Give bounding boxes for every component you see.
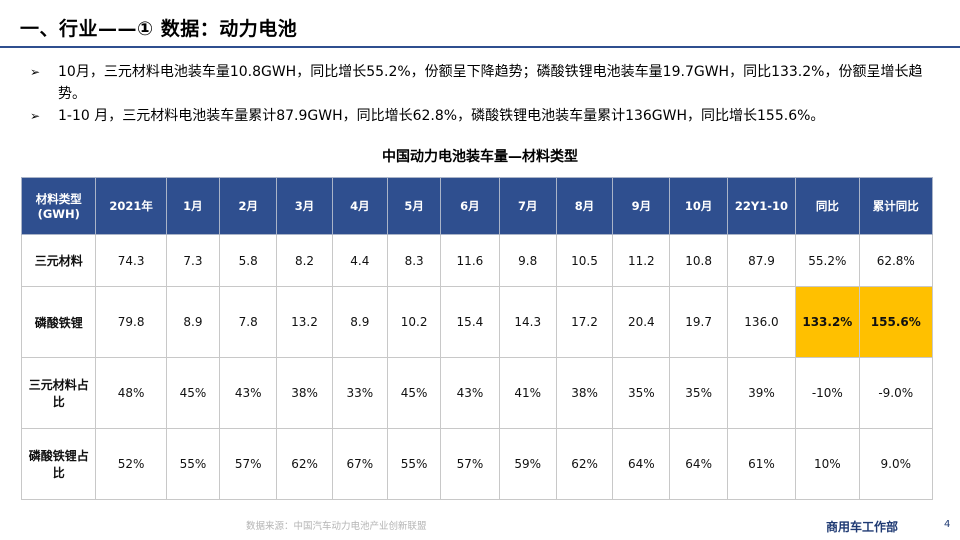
column-header: 8月 bbox=[555, 177, 614, 235]
table-cell: 48% bbox=[95, 357, 167, 429]
table-cell: 8.9 bbox=[165, 286, 221, 358]
highlighted-cell: 133.2% bbox=[795, 286, 860, 358]
table-title: 中国动力电池装车量—材料类型 bbox=[382, 149, 578, 165]
column-header: 1月 bbox=[165, 177, 221, 235]
table-cell: 20.4 bbox=[612, 286, 671, 358]
table-cell: 7.3 bbox=[165, 234, 221, 287]
column-header: 7月 bbox=[498, 177, 557, 235]
table-cell: 10.2 bbox=[386, 286, 442, 358]
row-label: 磷酸铁锂 bbox=[20, 286, 97, 358]
table-row: 磷酸铁锂 79.8 8.9 7.8 13.2 8.9 10.2 15.4 14.… bbox=[20, 286, 934, 358]
table-cell: 45% bbox=[386, 357, 442, 429]
table-cell: 41% bbox=[498, 357, 557, 429]
bullet-text: 1-10 月，三元材料电池装车量累计87.9GWH，同比增长62.8%，磷酸铁锂… bbox=[58, 108, 825, 124]
bullet-text: 10月，三元材料电池装车量10.8GWH，同比增长55.2%，份额呈下降趋势；磷… bbox=[58, 64, 923, 102]
table-cell: 57% bbox=[219, 428, 278, 500]
column-header: 10月 bbox=[669, 177, 728, 235]
row-label: 三元材料 bbox=[20, 234, 97, 287]
column-header: 累计同比 bbox=[858, 177, 934, 235]
table-cell: 87.9 bbox=[726, 234, 797, 287]
battery-data-table: 材料类型(GWH) 2021年 1月 2月 3月 4月 5月 6月 7月 8月 … bbox=[20, 177, 934, 500]
row-label: 磷酸铁锂占比 bbox=[20, 428, 97, 500]
table-cell: 64% bbox=[669, 428, 728, 500]
highlighted-cell: 155.6% bbox=[858, 286, 934, 358]
table-cell: 9.0% bbox=[858, 428, 934, 500]
column-header: 3月 bbox=[276, 177, 333, 235]
table-cell: 10% bbox=[795, 428, 860, 500]
table-cell: 52% bbox=[95, 428, 167, 500]
table-cell: 57% bbox=[440, 428, 500, 500]
table-cell: 74.3 bbox=[95, 234, 167, 287]
table-cell: 13.2 bbox=[276, 286, 333, 358]
column-header: 9月 bbox=[612, 177, 671, 235]
table-row: 磷酸铁锂占比 52% 55% 57% 62% 67% 55% 57% 59% 6… bbox=[20, 428, 934, 500]
column-header: 6月 bbox=[440, 177, 500, 235]
table-cell: -10% bbox=[795, 357, 860, 429]
column-header: 材料类型(GWH) bbox=[20, 177, 97, 235]
table-cell: 59% bbox=[498, 428, 557, 500]
table-cell: 64% bbox=[612, 428, 671, 500]
table-cell: 17.2 bbox=[555, 286, 614, 358]
page-title: 一、行业——① 数据：动力电池 bbox=[20, 18, 298, 40]
table-cell: 38% bbox=[555, 357, 614, 429]
table-cell: 4.4 bbox=[331, 234, 388, 287]
table-cell: 79.8 bbox=[95, 286, 167, 358]
table-cell: 10.5 bbox=[555, 234, 614, 287]
table-cell: 62% bbox=[555, 428, 614, 500]
table-cell: 11.2 bbox=[612, 234, 671, 287]
table-cell: 7.8 bbox=[219, 286, 278, 358]
table-cell: 43% bbox=[219, 357, 278, 429]
table-cell: 10.8 bbox=[669, 234, 728, 287]
table-cell: 15.4 bbox=[440, 286, 500, 358]
table-row: 三元材料 74.3 7.3 5.8 8.2 4.4 8.3 11.6 9.8 1… bbox=[20, 234, 934, 287]
table-cell: 39% bbox=[726, 357, 797, 429]
table-cell: 35% bbox=[669, 357, 728, 429]
bullet-item: ➢ 1-10 月，三元材料电池装车量累计87.9GWH，同比增长62.8%，磷酸… bbox=[30, 105, 945, 127]
table-cell: 45% bbox=[165, 357, 221, 429]
table-row: 三元材料占比 48% 45% 43% 38% 33% 45% 43% 41% 3… bbox=[20, 357, 934, 429]
page-number: 4 bbox=[944, 519, 951, 530]
table-cell: 35% bbox=[612, 357, 671, 429]
table-cell: 8.3 bbox=[386, 234, 442, 287]
table-cell: 61% bbox=[726, 428, 797, 500]
table-cell: 55% bbox=[165, 428, 221, 500]
table-cell: 33% bbox=[331, 357, 388, 429]
column-header: 4月 bbox=[331, 177, 388, 235]
table-cell: -9.0% bbox=[858, 357, 934, 429]
table-cell: 38% bbox=[276, 357, 333, 429]
column-header: 2月 bbox=[219, 177, 278, 235]
title-divider bbox=[0, 46, 960, 48]
source-note: 数据来源：中国汽车动力电池产业创新联盟 bbox=[246, 521, 427, 532]
table-cell: 136.0 bbox=[726, 286, 797, 358]
table-cell: 55.2% bbox=[795, 234, 860, 287]
row-label: 三元材料占比 bbox=[20, 357, 97, 429]
arrow-bullet-icon: ➢ bbox=[30, 65, 41, 79]
table-cell: 62% bbox=[276, 428, 333, 500]
table-cell: 14.3 bbox=[498, 286, 557, 358]
table-cell: 19.7 bbox=[669, 286, 728, 358]
column-header: 22Y1-10 bbox=[726, 177, 797, 235]
table-cell: 8.2 bbox=[276, 234, 333, 287]
column-header: 同比 bbox=[795, 177, 860, 235]
table-cell: 5.8 bbox=[219, 234, 278, 287]
table-cell: 67% bbox=[331, 428, 388, 500]
department-label: 商用车工作部 bbox=[826, 520, 899, 534]
bullet-item: ➢ 10月，三元材料电池装车量10.8GWH，同比增长55.2%，份额呈下降趋势… bbox=[30, 61, 945, 105]
table-cell: 9.8 bbox=[498, 234, 557, 287]
table-cell: 8.9 bbox=[331, 286, 388, 358]
bullet-list: ➢ 10月，三元材料电池装车量10.8GWH，同比增长55.2%，份额呈下降趋势… bbox=[30, 61, 945, 127]
arrow-bullet-icon: ➢ bbox=[30, 109, 41, 123]
table-cell: 11.6 bbox=[440, 234, 500, 287]
table-cell: 62.8% bbox=[858, 234, 934, 287]
column-header: 2021年 bbox=[95, 177, 167, 235]
table-header-row: 材料类型(GWH) 2021年 1月 2月 3月 4月 5月 6月 7月 8月 … bbox=[20, 177, 934, 235]
table-cell: 55% bbox=[386, 428, 442, 500]
table-cell: 43% bbox=[440, 357, 500, 429]
column-header: 5月 bbox=[386, 177, 442, 235]
